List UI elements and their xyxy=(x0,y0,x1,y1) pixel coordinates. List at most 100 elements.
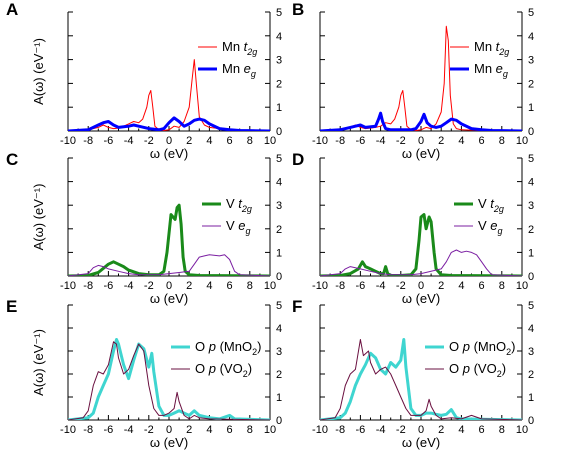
x-tick-label: -6 xyxy=(356,424,366,436)
x-tick-label: 0 xyxy=(166,135,172,147)
x-tick-label: -6 xyxy=(104,280,114,292)
x-tick-label: 4 xyxy=(206,424,212,436)
y-tick-label: 3 xyxy=(528,55,534,67)
x-axis-label: ω (eV) xyxy=(402,146,440,161)
x-tick-label: 8 xyxy=(499,135,505,147)
y-axis-label: A(ω) (eV⁻¹) xyxy=(31,329,46,396)
panel-letter: F xyxy=(292,297,302,316)
y-tick-label: 5 xyxy=(276,153,282,165)
y-tick-label: 1 xyxy=(528,392,534,404)
legend-label-2: Mn eg xyxy=(474,61,508,79)
y-tick-label: 4 xyxy=(528,323,534,335)
y-tick-label: 1 xyxy=(276,392,282,404)
x-tick-label: -8 xyxy=(83,135,93,147)
y-tick-label: 3 xyxy=(276,200,282,212)
y-tick-label: 2 xyxy=(276,224,282,236)
series-line-1 xyxy=(320,338,522,420)
y-tick-label: 2 xyxy=(276,78,282,90)
x-tick-label: 4 xyxy=(458,135,464,147)
y-tick-label: 4 xyxy=(276,31,282,43)
y-axis-label: A(ω) (eV⁻¹) xyxy=(31,38,46,105)
x-tick-label: 6 xyxy=(227,135,233,147)
x-tick-label: 4 xyxy=(458,424,464,436)
y-tick-label: 5 xyxy=(528,300,534,312)
x-tick-label: 10 xyxy=(516,280,528,292)
y-tick-label: 5 xyxy=(276,7,282,19)
panel-letter: D xyxy=(292,150,304,169)
series-line-2 xyxy=(320,249,522,276)
x-tick-label: 10 xyxy=(516,135,528,147)
series-line-2 xyxy=(320,339,522,420)
panel-letter: C xyxy=(6,150,18,169)
y-tick-label: 4 xyxy=(276,177,282,189)
y-axis-label: A(ω) (eV⁻¹) xyxy=(31,184,46,251)
x-tick-label: -10 xyxy=(312,280,328,292)
legend-label-1: Mn t2g xyxy=(474,39,509,57)
series-line-2 xyxy=(68,341,270,420)
y-tick-label: 2 xyxy=(528,224,534,236)
x-tick-label: 0 xyxy=(166,280,172,292)
series-line-1 xyxy=(68,203,270,276)
x-tick-label: 8 xyxy=(247,280,253,292)
series-line-1 xyxy=(320,213,522,276)
legend: Mn t2g Mn eg xyxy=(198,39,257,79)
x-tick-label: -2 xyxy=(396,280,406,292)
x-tick-label: 10 xyxy=(516,424,528,436)
y-tick-label: 3 xyxy=(528,346,534,358)
legend-label-2: O p (VO2) xyxy=(449,361,506,379)
x-axis-label: ω (eV) xyxy=(402,435,440,450)
y-tick-label: 1 xyxy=(528,102,534,114)
y-tick-label: 3 xyxy=(276,55,282,67)
x-tick-label: 6 xyxy=(479,135,485,147)
y-tick-label: 0 xyxy=(276,126,282,138)
y-tick-label: 2 xyxy=(528,78,534,90)
panel-letter: B xyxy=(292,0,304,19)
y-tick-label: 5 xyxy=(276,300,282,312)
x-tick-label: 6 xyxy=(479,424,485,436)
x-tick-label: 8 xyxy=(499,280,505,292)
x-tick-label: 4 xyxy=(458,280,464,292)
y-tick-label: 1 xyxy=(276,247,282,259)
x-tick-label: 4 xyxy=(206,135,212,147)
x-tick-label: 2 xyxy=(438,424,444,436)
x-tick-label: -4 xyxy=(376,135,386,147)
x-tick-label: 8 xyxy=(247,135,253,147)
x-tick-label: -4 xyxy=(124,280,134,292)
series-line-2 xyxy=(68,116,270,131)
x-tick-label: 10 xyxy=(264,424,276,436)
x-tick-label: -10 xyxy=(312,424,328,436)
x-tick-label: -10 xyxy=(60,280,76,292)
x-tick-label: 8 xyxy=(499,424,505,436)
x-tick-label: 2 xyxy=(186,424,192,436)
x-tick-label: 6 xyxy=(479,280,485,292)
legend-label-1: V t2g xyxy=(478,196,504,214)
panel-letter: E xyxy=(6,297,17,316)
y-tick-label: 3 xyxy=(276,346,282,358)
x-tick-label: 0 xyxy=(418,280,424,292)
legend-label-1: Mn t2g xyxy=(222,39,257,57)
legend-label-2: V eg xyxy=(478,218,503,236)
y-tick-label: 4 xyxy=(528,31,534,43)
y-tick-label: 2 xyxy=(528,369,534,381)
legend-label-1: O p (MnO2) xyxy=(449,339,515,357)
x-tick-label: 6 xyxy=(227,424,233,436)
x-tick-label: 0 xyxy=(166,424,172,436)
x-tick-label: -2 xyxy=(144,280,154,292)
panel-letter: A xyxy=(6,0,18,19)
series-line-2 xyxy=(68,254,270,276)
x-tick-label: -10 xyxy=(60,135,76,147)
x-axis-label: ω (eV) xyxy=(150,146,188,161)
x-tick-label: -4 xyxy=(124,424,134,436)
x-axis-label: ω (eV) xyxy=(150,291,188,306)
legend: O p (MnO2) O p (VO2) xyxy=(171,339,261,379)
legend-label-2: O p (VO2) xyxy=(195,361,252,379)
x-tick-label: -8 xyxy=(83,424,93,436)
x-tick-label: 2 xyxy=(438,280,444,292)
x-tick-label: -6 xyxy=(104,424,114,436)
x-tick-label: 2 xyxy=(186,280,192,292)
x-tick-label: -4 xyxy=(124,135,134,147)
x-tick-label: -10 xyxy=(312,135,328,147)
